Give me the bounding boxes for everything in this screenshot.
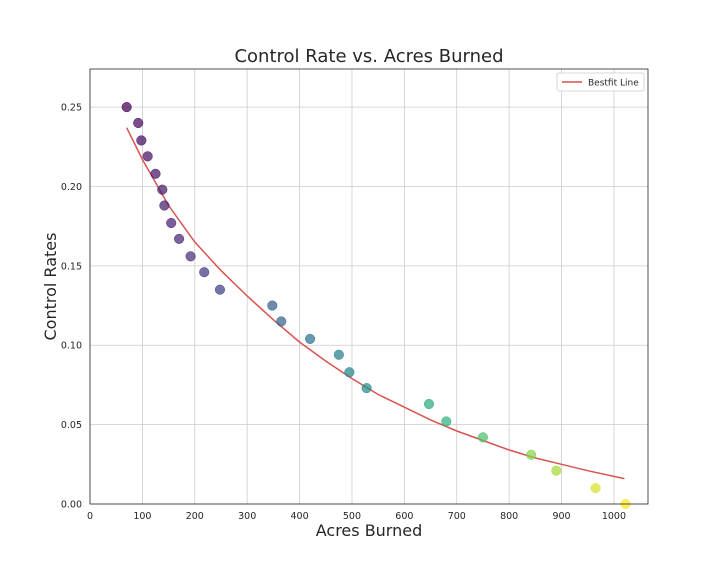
x-tick-label: 500 — [343, 511, 361, 522]
data-point — [477, 432, 489, 443]
y-axis-label: Control Rates — [41, 233, 60, 341]
data-point — [159, 200, 170, 211]
data-point — [174, 233, 185, 244]
y-axis-ticks: 0.00 0.05 0.10 0.15 0.20 0.25 — [61, 103, 82, 511]
data-point — [333, 349, 344, 360]
grid — [89, 69, 648, 505]
legend-label-bestfit: Bestfit Line — [588, 79, 639, 89]
data-point — [361, 383, 372, 394]
data-point — [441, 416, 452, 427]
y-tick-label: 0.10 — [61, 341, 82, 352]
data-point — [267, 300, 278, 311]
x-tick-label: 100 — [133, 511, 151, 522]
bestfit-line — [126, 127, 625, 480]
data-point — [136, 135, 147, 146]
scatter-points — [121, 102, 631, 510]
y-tick-label: 0.15 — [61, 261, 82, 272]
x-tick-label: 0 — [87, 511, 93, 522]
data-point — [185, 251, 196, 262]
bestfit-line-layer — [126, 127, 625, 480]
data-point — [133, 117, 144, 129]
data-point — [166, 217, 177, 229]
data-point — [423, 398, 435, 410]
x-axis-label: Acres Burned — [316, 521, 423, 540]
y-tick-label: 0.20 — [61, 182, 82, 193]
y-tick-label: 0.00 — [61, 500, 82, 511]
data-point — [142, 151, 153, 162]
x-axis-ticks: 0 100 200 300 400 500 600 700 800 900 1000 — [87, 511, 626, 522]
x-tick-label: 200 — [186, 511, 204, 522]
data-point — [276, 316, 287, 327]
data-point — [150, 168, 161, 179]
y-tick-label: 0.25 — [61, 103, 82, 114]
data-point — [121, 102, 132, 113]
x-tick-label: 900 — [552, 511, 570, 522]
legend: Bestfit Line — [556, 72, 645, 92]
x-tick-label: 1000 — [602, 511, 626, 522]
data-point — [305, 333, 316, 344]
data-point — [551, 465, 562, 476]
data-point — [157, 184, 168, 195]
x-tick-label: 400 — [291, 511, 309, 522]
chart-title: Control Rate vs. Acres Burned — [234, 46, 503, 67]
legend-box — [556, 72, 645, 92]
data-point — [344, 367, 355, 378]
data-point — [590, 483, 601, 494]
data-point — [526, 449, 537, 460]
data-point — [199, 267, 210, 278]
x-tick-label: 600 — [395, 511, 413, 522]
x-tick-label: 700 — [448, 511, 466, 522]
data-point — [214, 284, 225, 295]
x-tick-label: 800 — [500, 511, 518, 522]
x-tick-label: 300 — [238, 511, 256, 522]
y-tick-label: 0.05 — [61, 420, 82, 431]
plot-frame — [89, 68, 649, 505]
